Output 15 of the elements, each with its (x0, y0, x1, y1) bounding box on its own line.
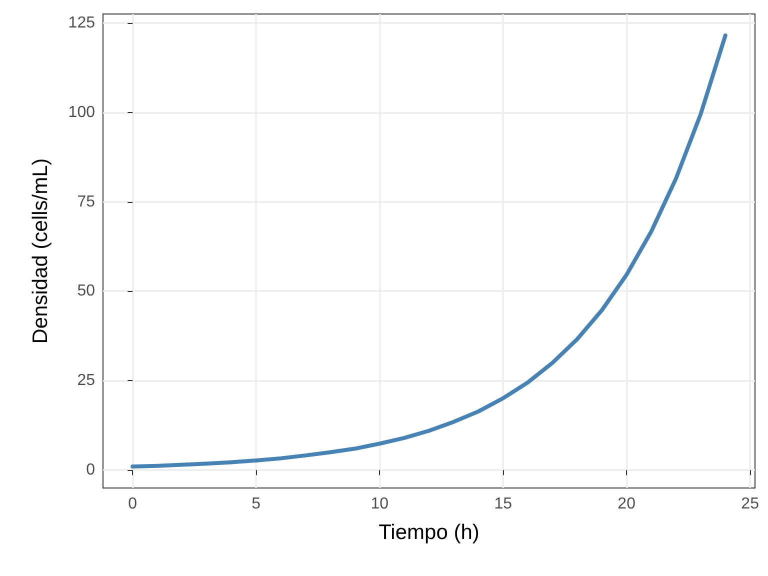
y-tick-label: 125 (68, 14, 96, 32)
y-tick-label: 100 (68, 104, 96, 121)
line-series (130, 33, 728, 469)
y-tick-label: 0 (86, 462, 96, 479)
x-tick-label: 20 (618, 496, 636, 512)
x-tick-label: 25 (741, 496, 760, 512)
x-tick-label: 5 (252, 496, 261, 512)
x-tick-label: 0 (128, 496, 138, 512)
x-tick-label: 15 (494, 496, 512, 512)
y-tick-label: 25 (77, 372, 96, 390)
x-axis-title: Tiempo (h) (378, 521, 480, 544)
y-axis-title: Densidad (cells/mL) (29, 158, 52, 344)
y-tick-label: 75 (77, 193, 96, 210)
y-tick-label: 50 (77, 282, 96, 300)
x-tick-label: 10 (370, 496, 389, 512)
